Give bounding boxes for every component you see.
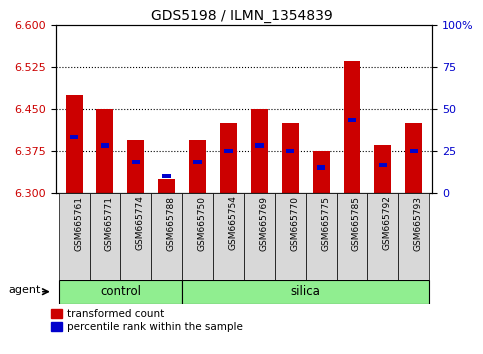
Bar xyxy=(220,123,237,193)
Text: GSM665770: GSM665770 xyxy=(290,195,299,251)
Bar xyxy=(286,149,295,153)
Bar xyxy=(405,123,422,193)
FancyBboxPatch shape xyxy=(368,193,398,280)
Bar xyxy=(224,149,233,153)
Bar xyxy=(348,118,356,122)
Bar xyxy=(70,135,78,139)
Bar xyxy=(379,162,387,167)
Bar xyxy=(128,140,144,193)
FancyBboxPatch shape xyxy=(306,193,337,280)
Bar xyxy=(101,143,109,148)
Bar xyxy=(343,61,360,193)
Text: GSM665754: GSM665754 xyxy=(228,195,238,250)
Text: control: control xyxy=(100,285,141,298)
Text: GSM665788: GSM665788 xyxy=(167,195,176,251)
Bar xyxy=(255,143,264,148)
FancyBboxPatch shape xyxy=(58,193,89,280)
Text: GSM665775: GSM665775 xyxy=(321,195,330,251)
Text: GSM665769: GSM665769 xyxy=(259,195,269,251)
Bar xyxy=(374,145,391,193)
Bar xyxy=(410,149,418,153)
Text: GSM665785: GSM665785 xyxy=(352,195,361,251)
FancyBboxPatch shape xyxy=(120,193,151,280)
Bar xyxy=(66,95,83,193)
Bar xyxy=(193,160,202,164)
Bar xyxy=(131,160,140,164)
FancyBboxPatch shape xyxy=(151,193,182,280)
FancyBboxPatch shape xyxy=(89,193,120,280)
Text: agent: agent xyxy=(8,285,41,296)
Bar xyxy=(313,151,329,193)
FancyBboxPatch shape xyxy=(182,280,429,304)
Text: GDS5198 / ILMN_1354839: GDS5198 / ILMN_1354839 xyxy=(151,9,332,23)
Text: GSM665792: GSM665792 xyxy=(383,195,392,250)
Bar xyxy=(189,140,206,193)
Text: GSM665771: GSM665771 xyxy=(105,195,114,251)
Text: silica: silica xyxy=(291,285,321,298)
Text: GSM665793: GSM665793 xyxy=(414,195,423,251)
Bar xyxy=(97,109,114,193)
FancyBboxPatch shape xyxy=(275,193,306,280)
Legend: transformed count, percentile rank within the sample: transformed count, percentile rank withi… xyxy=(51,309,242,332)
FancyBboxPatch shape xyxy=(398,193,429,280)
FancyBboxPatch shape xyxy=(182,193,213,280)
Text: GSM665774: GSM665774 xyxy=(136,195,145,250)
FancyBboxPatch shape xyxy=(244,193,275,280)
FancyBboxPatch shape xyxy=(337,193,368,280)
Bar xyxy=(317,165,326,170)
Text: GSM665750: GSM665750 xyxy=(198,195,207,251)
Bar xyxy=(158,179,175,193)
FancyBboxPatch shape xyxy=(58,280,182,304)
Bar xyxy=(282,123,298,193)
Text: GSM665761: GSM665761 xyxy=(74,195,83,251)
Bar xyxy=(251,109,268,193)
Bar xyxy=(162,174,171,178)
FancyBboxPatch shape xyxy=(213,193,244,280)
